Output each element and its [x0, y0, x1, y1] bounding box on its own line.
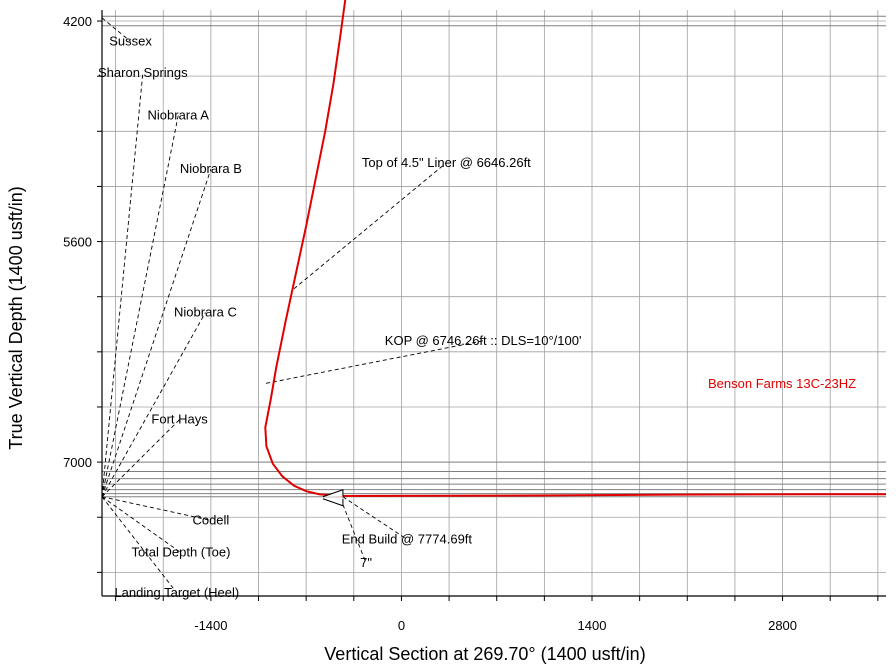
annotation-label: Niobrara C — [174, 304, 237, 319]
annotation-leader — [342, 496, 408, 540]
annotation-label: Top of 4.5" Liner @ 6646.26ft — [362, 155, 531, 170]
x-tick-label: 2800 — [768, 618, 797, 633]
annotation-label: Sussex — [109, 34, 152, 49]
y-tick-label: 5600 — [63, 235, 92, 250]
annotation-label: Sharon Springs — [98, 65, 188, 80]
annotation-leader — [101, 168, 212, 497]
y-tick-label: 7000 — [63, 455, 92, 470]
annotation-leader — [101, 496, 182, 554]
annotation-label: Landing Target (Heel) — [114, 585, 239, 600]
annotation-label: Niobrara B — [180, 161, 242, 176]
annotation-label: 7" — [360, 555, 372, 570]
y-tick-label: 4200 — [63, 14, 92, 29]
x-tick-label: 0 — [398, 618, 405, 633]
casing-marker-top — [322, 489, 344, 498]
annotation-label: Total Depth (Toe) — [131, 545, 230, 560]
x-tick-label: -1400 — [194, 618, 227, 633]
annotation-label: End Build @ 7774.69ft — [342, 531, 473, 546]
annotation-leader — [293, 162, 447, 290]
annotation-leader — [101, 115, 179, 497]
annotation-label: Fort Hays — [151, 412, 208, 427]
axes — [97, 10, 886, 601]
well-path-series — [264, 0, 886, 507]
annotation-leader — [101, 496, 178, 594]
well-path-line — [264, 0, 886, 498]
annotation-label: Niobrara A — [148, 108, 210, 123]
x-tick-label: 1400 — [578, 618, 607, 633]
annotation-leader — [342, 504, 367, 564]
annotation-leader — [101, 419, 180, 498]
annotation-leader — [101, 72, 144, 497]
x-axis-label: Vertical Section at 269.70° (1400 usft/i… — [324, 644, 645, 664]
annotation-label: Codell — [192, 512, 229, 527]
casing-marker-bottom — [322, 498, 344, 507]
tick-labels: -1400 0 1400 2800 4200 5600 7000 — [63, 14, 797, 633]
annotation-leader — [101, 17, 131, 42]
annotation-leader — [101, 496, 211, 521]
y-axis-label: True Vertical Depth (1400 usft/in) — [6, 186, 26, 449]
annotation-leader — [101, 312, 206, 497]
annotation-leader — [265, 340, 484, 384]
annotation-label: KOP @ 6746.26ft :: DLS=10°/100' — [385, 333, 582, 348]
well-name-label: Benson Farms 13C-23HZ — [708, 376, 856, 391]
